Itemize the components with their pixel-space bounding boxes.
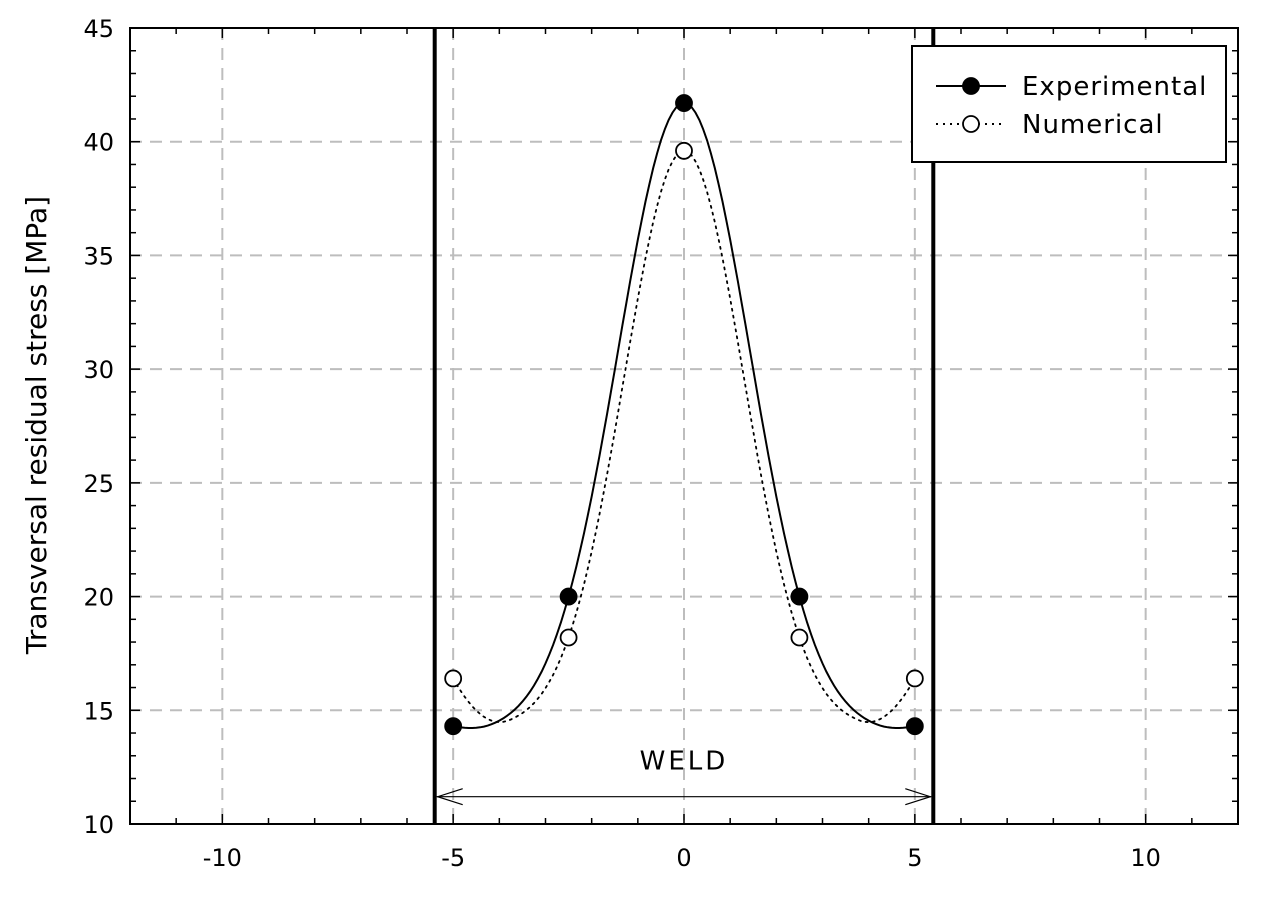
legend-marker-numerical — [962, 115, 980, 133]
numerical-point — [790, 628, 809, 647]
x-tick-label: 5 — [907, 844, 922, 872]
experimental-point — [675, 94, 693, 112]
y-tick-label: 20 — [83, 584, 114, 612]
legend-label-experimental: Experimental — [1022, 72, 1207, 102]
y-axis-title: Transversal residual stress [MPa] — [20, 196, 53, 655]
x-tick-label: 0 — [676, 844, 691, 872]
numerical-point — [675, 141, 693, 160]
y-tick-label: 25 — [83, 470, 114, 498]
experimental-point — [444, 717, 463, 736]
experimental-point — [559, 587, 578, 606]
experimental-point — [905, 717, 924, 736]
legend: Experimental Numerical — [911, 45, 1227, 163]
y-tick-label: 45 — [83, 15, 114, 43]
series — [444, 94, 924, 736]
legend-box — [911, 45, 1227, 163]
y-tick-label: 40 — [83, 129, 114, 157]
weld-label: WELD — [640, 746, 729, 776]
y-tick-label: 35 — [83, 242, 114, 270]
y-tick-label: 15 — [83, 697, 114, 725]
x-tick-label: 10 — [1130, 844, 1161, 872]
y-tick-label: 30 — [83, 356, 114, 384]
x-tick-label: -5 — [441, 844, 465, 872]
y-tick-label: 10 — [83, 811, 114, 839]
x-tick-label: -10 — [203, 844, 242, 872]
experimental-point — [790, 587, 809, 606]
weld-arrow-head-left — [435, 788, 463, 806]
legend-marker-experimental — [962, 77, 980, 95]
axes: 10 15 20 25 30 35 40 45 -10 -5 0 5 10 — [83, 15, 1239, 872]
weld-arrow-head-right — [905, 788, 933, 806]
legend-label-numerical: Numerical — [1022, 110, 1164, 140]
numerical-point — [559, 628, 578, 647]
numerical-point — [905, 669, 924, 688]
numerical-point — [444, 669, 463, 688]
